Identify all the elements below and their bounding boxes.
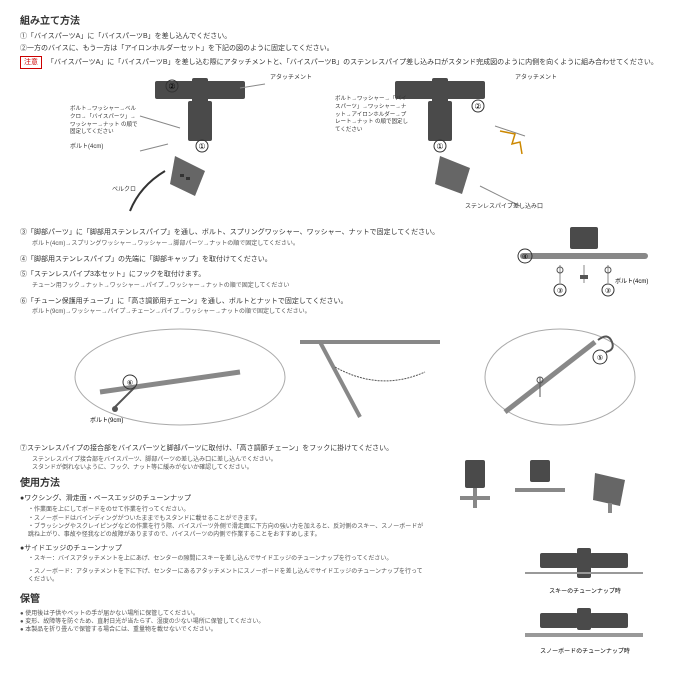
svg-text:③: ③ [605, 287, 611, 295]
svg-text:②: ② [168, 82, 175, 91]
label-attach2: アタッチメント [515, 74, 557, 82]
use-2a: ・スキー：バイスアタッチメントを上にあげ、センターの隙間にスキーを差し込んでサイ… [28, 555, 428, 563]
step1b: ②一方のバイスに、もう一方は「アイロンホルダーセット」を下記の図のように固定して… [20, 44, 680, 54]
caution-label: 注意 [20, 56, 42, 70]
label-pipe-insert: ステンレスパイプ差し込み口 [465, 203, 543, 211]
diagram-chain [280, 322, 480, 437]
title-assembly: 組み立て方法 [20, 15, 680, 29]
step7: ⑦ステンレスパイプの接合部をバイスパーツと脚部パーツに取付け、「高さ調節チェーン… [20, 444, 680, 454]
step6-small: ボルト(9cm)→ワッシャー→パイプ→チェーン→パイプ→ワッシャー→ナットの順で… [32, 308, 680, 316]
diagram-hook: ⑤ [480, 322, 640, 437]
caution-text: 「バイスパーツA」に「バイスパーツB」を差し込む際にアタッチメントと、「バイスパ… [47, 59, 658, 66]
svg-text:①: ① [436, 142, 443, 151]
use-1c: ・ブラッシングやスクレイピングなどの作業を行う際、バイスパーツ外側で滑走面に下方… [28, 523, 428, 540]
diagram-middle: ⑥ ボルト(9cm) ⑤ [20, 322, 680, 442]
diagram-vise-left: ① ② [120, 76, 290, 226]
svg-text:⑤: ⑤ [597, 354, 603, 362]
svg-text:ボルト(9cm): ボルト(9cm) [90, 416, 123, 424]
svg-text:③: ③ [557, 287, 563, 295]
svg-text:①: ① [198, 142, 205, 151]
label-attach1: アタッチメント [270, 74, 312, 82]
svg-text:⑥: ⑥ [127, 379, 133, 387]
svg-text:ボルト(4cm): ボルト(4cm) [615, 277, 648, 285]
diagram-snow-tune: スノーボードのチューンナップ時 [515, 605, 655, 660]
diagram-leg: ④ ③ ③ ボルト(4cm) [510, 225, 660, 300]
label-bolt4-left: ボルト(4cm) [70, 143, 103, 151]
diagram-joints [455, 458, 655, 518]
label-velcro: ベルクロ [112, 186, 136, 194]
label-bolt-right: ボルト→ワッシャー→「バイスパーツ」→ワッシャー→ナット→アイロンホルダー→プレ… [335, 96, 410, 134]
diagram-ski-tune: スキーのチューンナップ時 [515, 545, 655, 600]
svg-text:スノーボードのチューンナップ時: スノーボードのチューンナップ時 [540, 647, 630, 655]
diagram-bolt9: ⑥ ボルト(9cm) [60, 322, 300, 437]
label-bolt-left: ボルト→ワッシャー→ベルクロ→「バイスパーツ」→ワッシャー→ナット の順で固定し… [70, 106, 140, 137]
use-2b: ・スノーボード：アタッチメントを下に下げ、センターにあるアタッチメントにスノーボ… [28, 568, 428, 585]
svg-text:②: ② [474, 102, 481, 111]
svg-text:④: ④ [522, 253, 528, 261]
diagram-top: ① ② ボルト→ワッシャー→ベルクロ→「バイスパーツ」→ワッシャー→ナット の順… [20, 71, 680, 226]
caution-row: 注意 「バイスパーツA」に「バイスパーツB」を差し込む際にアタッチメントと、「バ… [20, 56, 680, 70]
svg-text:スキーのチューンナップ時: スキーのチューンナップ時 [549, 587, 621, 595]
step1: ①「バイスパーツA」に「バイスパーツB」を差し込んでください。 [20, 32, 680, 42]
